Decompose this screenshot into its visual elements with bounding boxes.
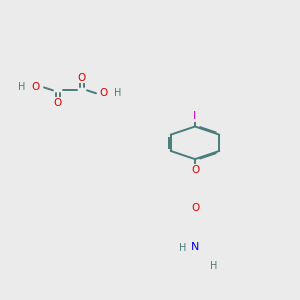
Text: H: H [18,82,26,92]
Text: H: H [179,243,187,253]
Text: N: N [191,242,199,252]
Text: H: H [114,88,122,98]
Text: O: O [191,203,199,213]
Text: O: O [54,98,62,108]
Text: O: O [32,82,40,92]
Text: I: I [194,111,196,121]
Text: H: H [210,261,218,271]
Text: O: O [191,165,199,175]
Text: O: O [78,73,86,82]
Text: O: O [100,88,108,98]
